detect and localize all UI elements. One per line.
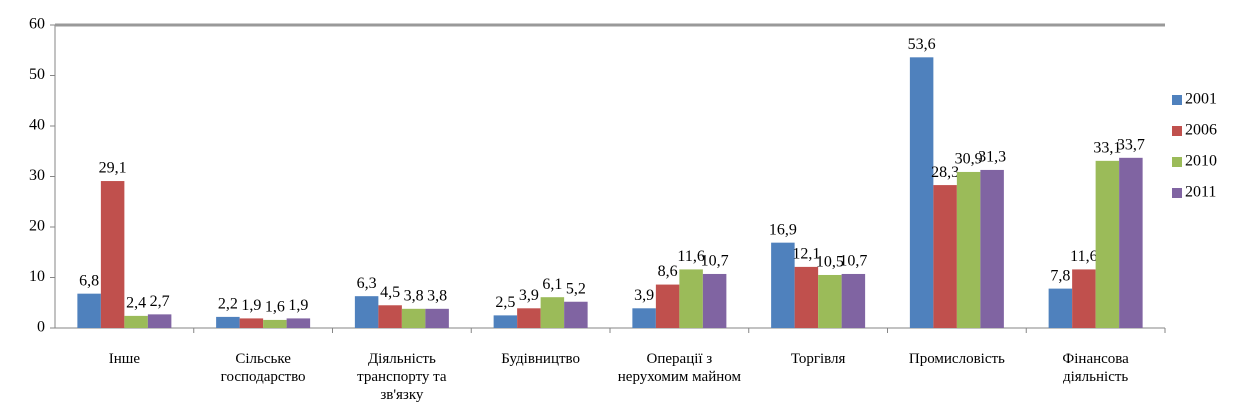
legend-label: 2010 xyxy=(1185,153,1217,170)
y-tick-label: 60 xyxy=(29,16,45,33)
value-label: 28,3 xyxy=(931,164,959,181)
value-label: 3,9 xyxy=(519,287,539,304)
value-label: 53,6 xyxy=(908,36,936,53)
y-tick-label: 10 xyxy=(29,268,45,285)
bar xyxy=(147,314,172,328)
value-label: 10,5 xyxy=(816,254,844,271)
bar xyxy=(909,57,934,328)
y-tick-label: 0 xyxy=(37,319,45,336)
bar xyxy=(263,319,287,328)
value-label: 4,5 xyxy=(380,284,400,301)
bar xyxy=(493,315,518,328)
value-label: 3,8 xyxy=(427,287,447,304)
x-tick-label: Інше xyxy=(108,351,140,367)
bar xyxy=(632,308,656,328)
bar xyxy=(401,308,426,328)
bar xyxy=(1095,160,1120,328)
value-label: 2,7 xyxy=(150,293,170,310)
legend-swatch xyxy=(1172,188,1182,198)
bar xyxy=(216,316,240,328)
bar xyxy=(933,185,957,328)
x-tick-label: Будівництво xyxy=(501,351,581,367)
bar xyxy=(378,305,402,328)
legend-label: 2006 xyxy=(1185,122,1217,139)
value-label: 33,7 xyxy=(1117,136,1145,153)
bar xyxy=(794,266,819,328)
bar xyxy=(517,308,541,328)
x-tick-label: Операції з нерухомим майном xyxy=(617,351,741,385)
bar xyxy=(425,308,449,328)
value-label: 2,4 xyxy=(126,295,146,312)
legend-swatch xyxy=(1172,126,1182,136)
value-label: 16,9 xyxy=(769,221,797,238)
value-label: 30,9 xyxy=(955,151,983,168)
value-label: 11,6 xyxy=(677,248,704,265)
bar xyxy=(239,318,264,328)
bar xyxy=(956,171,981,328)
value-label: 1,9 xyxy=(288,297,308,314)
y-tick-label: 20 xyxy=(29,218,45,235)
bar xyxy=(841,273,866,328)
bar xyxy=(818,274,842,328)
value-label: 10,7 xyxy=(839,253,867,270)
legend-swatch xyxy=(1172,157,1182,167)
value-label: 2,2 xyxy=(218,296,238,313)
bar xyxy=(655,284,680,328)
value-label: 31,3 xyxy=(978,149,1006,166)
value-label: 5,2 xyxy=(566,280,586,297)
bar xyxy=(1072,269,1096,328)
bar xyxy=(564,301,588,328)
value-label: 3,9 xyxy=(634,287,654,304)
value-label: 3,8 xyxy=(404,287,424,304)
legend-swatch xyxy=(1172,95,1182,105)
x-tick-label: Фінансова діяльність xyxy=(1062,351,1129,385)
y-tick-label: 50 xyxy=(29,66,45,83)
bar xyxy=(771,242,795,328)
bar xyxy=(77,293,101,328)
value-label: 6,8 xyxy=(79,272,99,289)
bar xyxy=(354,296,379,328)
x-tick-label: Промисловість xyxy=(908,351,1005,367)
x-tick-label: Сільське господарство xyxy=(220,351,306,385)
value-label: 1,6 xyxy=(265,299,285,316)
bar xyxy=(286,318,311,328)
value-label: 8,6 xyxy=(658,263,678,280)
bar xyxy=(1119,157,1143,328)
bar xyxy=(702,273,727,328)
bar xyxy=(540,297,565,328)
x-tick-label: Торгівля xyxy=(790,351,846,367)
value-label: 1,9 xyxy=(241,297,261,314)
y-tick-label: 30 xyxy=(29,167,45,184)
value-label: 11,6 xyxy=(1070,248,1097,265)
value-label: 33,1 xyxy=(1093,140,1121,157)
legend-label: 2011 xyxy=(1185,184,1216,201)
value-label: 12,1 xyxy=(792,246,820,263)
x-tick-label: Діяльність транспорту та зв'язку xyxy=(357,351,447,403)
bar xyxy=(100,181,125,328)
bar xyxy=(679,269,703,328)
value-label: 7,8 xyxy=(1050,267,1070,284)
y-tick-label: 40 xyxy=(29,117,45,134)
value-label: 6,3 xyxy=(357,275,377,292)
bar xyxy=(1048,288,1073,328)
value-label: 2,5 xyxy=(495,294,515,311)
value-label: 6,1 xyxy=(542,276,562,293)
bar xyxy=(124,315,148,328)
legend-label: 2001 xyxy=(1185,91,1217,108)
value-label: 29,1 xyxy=(99,160,127,177)
value-label: 10,7 xyxy=(701,253,729,270)
bar xyxy=(980,169,1004,328)
